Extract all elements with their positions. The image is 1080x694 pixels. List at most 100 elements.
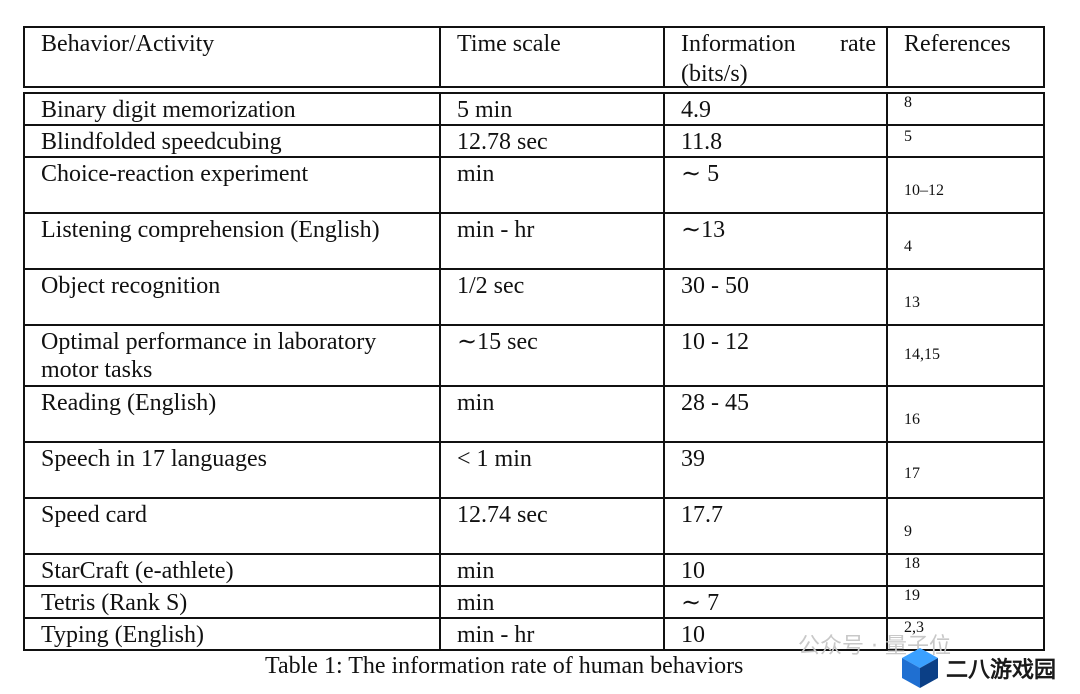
- cell-time-scale: min: [457, 590, 495, 616]
- cell-time-scale: ∼15 sec: [457, 329, 538, 355]
- header-cell-time: Time scale: [439, 28, 663, 86]
- cell-activity-cell: StarCraft (e-athlete): [25, 555, 439, 585]
- cell-time-scale: min - hr: [457, 622, 535, 648]
- header-cell-rate: Information rate (bits/s): [663, 28, 886, 87]
- table-body: Binary digit memorization 5 min 4.9 8 Blindf…: [23, 92, 1045, 651]
- cell-references-cell: 8: [886, 94, 1043, 124]
- cell-references-cell: 2,3: [886, 619, 1043, 649]
- cell-activity-cell: Listening comprehension (English): [25, 214, 439, 268]
- cell-information-rate: 28 - 45: [681, 390, 749, 416]
- table-row: Object recognition 1/2 sec 30 - 50 13: [25, 270, 1043, 326]
- cell-time-scale: 12.78 sec: [457, 129, 548, 155]
- cell-time-scale-cell: min: [439, 555, 663, 585]
- cell-information-rate: 17.7: [681, 502, 723, 528]
- cell-information-rate-cell: 17.7: [663, 499, 886, 553]
- cell-information-rate-cell: 11.8: [663, 126, 886, 156]
- cell-information-rate: 10: [681, 558, 705, 584]
- cell-information-rate: ∼ 5: [681, 161, 720, 187]
- cell-references-cell: 5: [886, 126, 1043, 156]
- table-row: Typing (English) min - hr 10 2,3: [25, 619, 1043, 649]
- cell-activity: Optimal performance in laboratory motor …: [41, 329, 377, 383]
- cell-activity: Object recognition: [41, 273, 221, 299]
- cell-activity-cell: Typing (English): [25, 619, 439, 649]
- cell-time-scale: 1/2 sec: [457, 273, 525, 299]
- cell-information-rate: 30 - 50: [681, 273, 749, 299]
- table-header: Behavior/Activity Time scale Information…: [23, 26, 1045, 88]
- cell-time-scale-cell: 12.74 sec: [439, 499, 663, 553]
- cell-time-scale-cell: 5 min: [439, 94, 663, 124]
- cell-time-scale: 5 min: [457, 97, 513, 123]
- table-row: Binary digit memorization 5 min 4.9 8: [25, 94, 1043, 126]
- cell-information-rate: 10 - 12: [681, 329, 749, 355]
- cell-references: 10–12: [904, 182, 944, 199]
- cell-information-rate-cell: ∼ 5: [663, 158, 886, 212]
- cell-activity-cell: Object recognition: [25, 270, 439, 324]
- cell-information-rate: 4.9: [681, 97, 711, 123]
- cell-references-cell: 17: [886, 443, 1043, 497]
- cell-information-rate: ∼13: [681, 217, 726, 243]
- cell-time-scale-cell: min: [439, 387, 663, 441]
- header-cell-activity: Behavior/Activity: [25, 28, 439, 86]
- cell-time-scale: min - hr: [457, 217, 535, 243]
- cell-information-rate-cell: ∼ 7: [663, 587, 886, 617]
- cell-references-cell: 19: [886, 587, 1043, 617]
- header-rate: Information rate (bits/s): [681, 31, 876, 87]
- cell-time-scale-cell: min - hr: [439, 214, 663, 268]
- cell-activity-cell: Speed card: [25, 499, 439, 553]
- cell-references: 18: [904, 555, 920, 572]
- cell-information-rate-cell: 39: [663, 443, 886, 497]
- table-row: Listening comprehension (English) min - h…: [25, 214, 1043, 270]
- cell-activity: Listening comprehension (English): [41, 217, 380, 243]
- cell-references: 8: [904, 94, 912, 111]
- cell-information-rate-cell: 10: [663, 555, 886, 585]
- cell-time-scale-cell: 1/2 sec: [439, 270, 663, 324]
- cell-activity-cell: Speech in 17 languages: [25, 443, 439, 497]
- cell-references: 9: [904, 523, 912, 540]
- cell-activity: Speed card: [41, 502, 147, 528]
- cell-activity-cell: Blindfolded speedcubing: [25, 126, 439, 156]
- cell-information-rate-cell: 10 - 12: [663, 326, 886, 385]
- cell-references: 4: [904, 238, 912, 255]
- cell-time-scale-cell: ∼15 sec: [439, 326, 663, 385]
- cell-references-cell: 14,15: [886, 326, 1043, 385]
- site-name-watermark: 二八游戏园: [946, 658, 1057, 683]
- cell-information-rate-cell: 10: [663, 619, 886, 649]
- cell-information-rate: 11.8: [681, 129, 723, 155]
- cell-references-cell: 4: [886, 214, 1043, 268]
- cell-information-rate-cell: ∼13: [663, 214, 886, 268]
- cell-references: 14,15: [904, 346, 940, 363]
- cell-information-rate-cell: 30 - 50: [663, 270, 886, 324]
- cell-references: 19: [904, 587, 920, 604]
- cell-references: 13: [904, 294, 920, 311]
- cell-activity: Typing (English): [41, 622, 204, 648]
- cell-activity: Blindfolded speedcubing: [41, 129, 282, 155]
- cell-time-scale-cell: 12.78 sec: [439, 126, 663, 156]
- cell-references: 2,3: [904, 619, 924, 636]
- cell-activity-cell: Reading (English): [25, 387, 439, 441]
- table-row: Choice-reaction experiment min ∼ 5 10–12: [25, 158, 1043, 214]
- cell-information-rate-cell: 4.9: [663, 94, 886, 124]
- cell-activity: Speech in 17 languages: [41, 446, 267, 472]
- cell-time-scale: min: [457, 390, 495, 416]
- cell-activity: StarCraft (e-athlete): [41, 558, 234, 584]
- cell-references-cell: 13: [886, 270, 1043, 324]
- cell-information-rate-cell: 28 - 45: [663, 387, 886, 441]
- cell-time-scale: < 1 min: [457, 446, 532, 472]
- cell-activity: Binary digit memorization: [41, 97, 296, 123]
- cell-activity-cell: Tetris (Rank S): [25, 587, 439, 617]
- cell-references-cell: 10–12: [886, 158, 1043, 212]
- site-logo-icon: [902, 648, 938, 688]
- cell-information-rate: 10: [681, 622, 705, 648]
- table-row: Optimal performance in laboratory motor …: [25, 326, 1043, 387]
- cell-time-scale: min: [457, 161, 495, 187]
- cell-activity: Reading (English): [41, 390, 217, 416]
- cell-references-cell: 9: [886, 499, 1043, 553]
- header-time: Time scale: [457, 31, 561, 57]
- cell-time-scale: 12.74 sec: [457, 502, 548, 528]
- table-row: StarCraft (e-athlete) min 10 18: [25, 555, 1043, 587]
- cell-time-scale-cell: < 1 min: [439, 443, 663, 497]
- cell-activity: Tetris (Rank S): [41, 590, 188, 616]
- cell-activity: Choice-reaction experiment: [41, 161, 309, 187]
- cell-references-cell: 18: [886, 555, 1043, 585]
- cell-activity-cell: Choice-reaction experiment: [25, 158, 439, 212]
